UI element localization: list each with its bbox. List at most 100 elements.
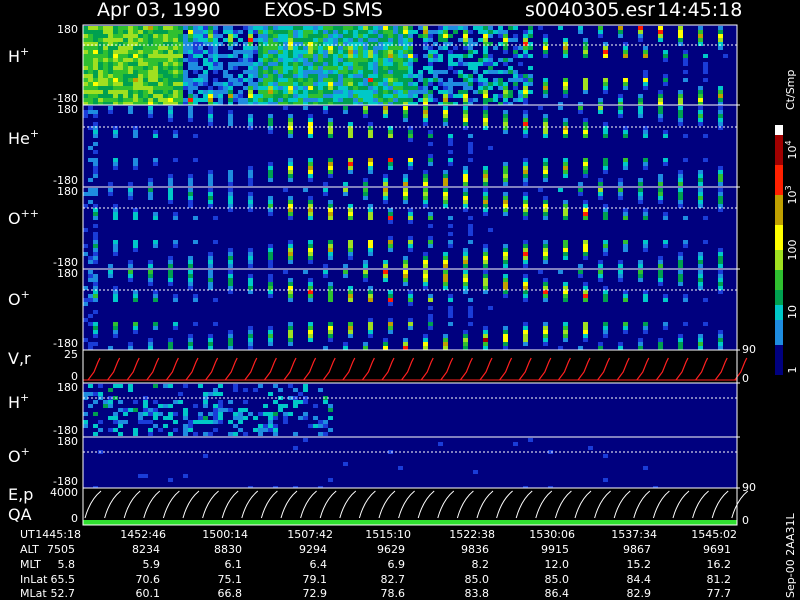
spectrogram-cell bbox=[93, 256, 98, 260]
spectrogram-cell bbox=[448, 94, 453, 98]
spectrogram-cell bbox=[248, 58, 253, 62]
spectrogram-cell bbox=[408, 78, 413, 82]
spectrogram-cell bbox=[268, 286, 273, 290]
spectrogram-cell bbox=[683, 134, 688, 138]
spectrogram-cell bbox=[318, 42, 323, 46]
spectrogram-cell bbox=[98, 38, 103, 42]
spectrogram-cell bbox=[193, 102, 198, 106]
spectrogram-cell bbox=[318, 66, 323, 70]
velocity-trace bbox=[401, 357, 415, 381]
spectrogram-cell bbox=[623, 298, 628, 302]
spectrogram-cell bbox=[658, 278, 663, 282]
spectrogram-cell bbox=[108, 270, 113, 274]
spectrogram-cell bbox=[173, 74, 178, 78]
spectrogram-cell bbox=[603, 290, 608, 294]
spectrogram-cell bbox=[333, 26, 338, 30]
spectrogram-cell bbox=[278, 50, 283, 54]
spectrogram-cell bbox=[258, 428, 263, 432]
spectrogram-cell bbox=[398, 86, 403, 90]
spectrogram-cell bbox=[153, 130, 158, 134]
spectrogram-cell bbox=[523, 54, 528, 58]
spectrogram-cell bbox=[388, 318, 393, 322]
spectrogram-cell bbox=[163, 58, 168, 62]
spectrogram-cell bbox=[368, 62, 373, 66]
spectrogram-cell bbox=[153, 86, 158, 90]
spectrogram-cell bbox=[523, 290, 528, 294]
spectrogram-cell bbox=[278, 86, 283, 90]
spectrogram-cell bbox=[483, 244, 488, 248]
spectrogram-cell bbox=[113, 248, 118, 252]
panel-label: O++ bbox=[8, 207, 39, 228]
spectrogram-cell bbox=[403, 118, 408, 122]
spectrogram-cell bbox=[423, 334, 428, 338]
spectrogram-cell bbox=[218, 416, 223, 420]
spectrogram-cell bbox=[598, 346, 603, 350]
spectrogram-cell bbox=[718, 94, 723, 98]
spectrogram-cell bbox=[103, 94, 108, 98]
spectrogram-cell bbox=[148, 342, 153, 346]
spectrogram-cell bbox=[463, 30, 468, 34]
spectrogram-cell bbox=[718, 256, 723, 260]
spectrogram-cell bbox=[273, 94, 278, 98]
spectrogram-cell bbox=[348, 82, 353, 86]
spectrogram-cell bbox=[248, 326, 253, 330]
spectrogram-cell bbox=[308, 42, 313, 46]
spectrogram-cell bbox=[298, 98, 303, 102]
spectrogram-cell bbox=[368, 252, 373, 256]
spectrogram-cell bbox=[388, 58, 393, 62]
colorbar-tick-base: 10 bbox=[786, 191, 799, 205]
spectrogram-cell bbox=[173, 78, 178, 82]
spectrogram-cell bbox=[103, 50, 108, 54]
spectrogram-cell bbox=[508, 94, 513, 98]
spectrogram-cell bbox=[133, 432, 138, 436]
spectrogram-cell bbox=[643, 330, 648, 334]
spectrogram-cell bbox=[298, 38, 303, 42]
spectrogram-cell bbox=[268, 278, 273, 282]
spectrogram-cell bbox=[418, 98, 423, 102]
spectrogram-cell bbox=[293, 432, 298, 436]
spectrogram-cell bbox=[643, 82, 648, 86]
spectrogram-cell bbox=[148, 274, 153, 278]
energy-trace bbox=[633, 490, 651, 519]
spectrogram-cell bbox=[158, 70, 163, 74]
spectrogram-cell bbox=[318, 70, 323, 74]
spectrogram-cell bbox=[228, 278, 233, 282]
spectrogram-cell bbox=[158, 82, 163, 86]
spectrogram-cell bbox=[328, 74, 333, 78]
spectrogram-cell bbox=[678, 260, 683, 264]
spectrogram-cell bbox=[353, 70, 358, 74]
spectrogram-cell bbox=[523, 322, 528, 326]
spectrogram-cell bbox=[478, 58, 483, 62]
spectrogram-cell bbox=[678, 106, 683, 110]
panel-label: O+ bbox=[8, 445, 30, 466]
spectrogram-cell bbox=[248, 274, 253, 278]
spectrogram-cell bbox=[213, 428, 218, 432]
spectrogram-cell bbox=[303, 188, 308, 192]
spectrogram-cell bbox=[193, 98, 198, 102]
spectrogram-cell bbox=[683, 78, 688, 82]
spectrogram-cell bbox=[258, 70, 263, 74]
spectrogram-cell bbox=[523, 170, 528, 174]
spectrogram-cell bbox=[403, 82, 408, 86]
spectrogram-cell bbox=[128, 264, 133, 268]
spectrogram-cell bbox=[268, 196, 273, 200]
panel-label-name: E,p bbox=[8, 485, 33, 504]
spectrogram-cell bbox=[318, 388, 323, 392]
spectrogram-cell bbox=[308, 126, 313, 130]
spectrogram-cell bbox=[563, 240, 568, 244]
spectrogram-cell bbox=[98, 384, 103, 388]
spectrogram-cell bbox=[268, 126, 273, 130]
spectrogram-cell bbox=[318, 78, 323, 82]
spectrogram-cell bbox=[393, 58, 398, 62]
spectrogram-cell bbox=[268, 66, 273, 70]
spectrogram-cell bbox=[523, 260, 528, 264]
spectrogram-cell bbox=[483, 50, 488, 54]
spectrogram-cell bbox=[503, 130, 508, 134]
spectrogram-cell bbox=[393, 86, 398, 90]
spectrogram-cell bbox=[158, 94, 163, 98]
spectrogram-cell bbox=[153, 162, 158, 166]
spectrogram-cell bbox=[423, 94, 428, 98]
spectrogram-cell bbox=[208, 90, 213, 94]
spectrogram-cell bbox=[358, 42, 363, 46]
spectrogram-cell bbox=[108, 264, 113, 268]
